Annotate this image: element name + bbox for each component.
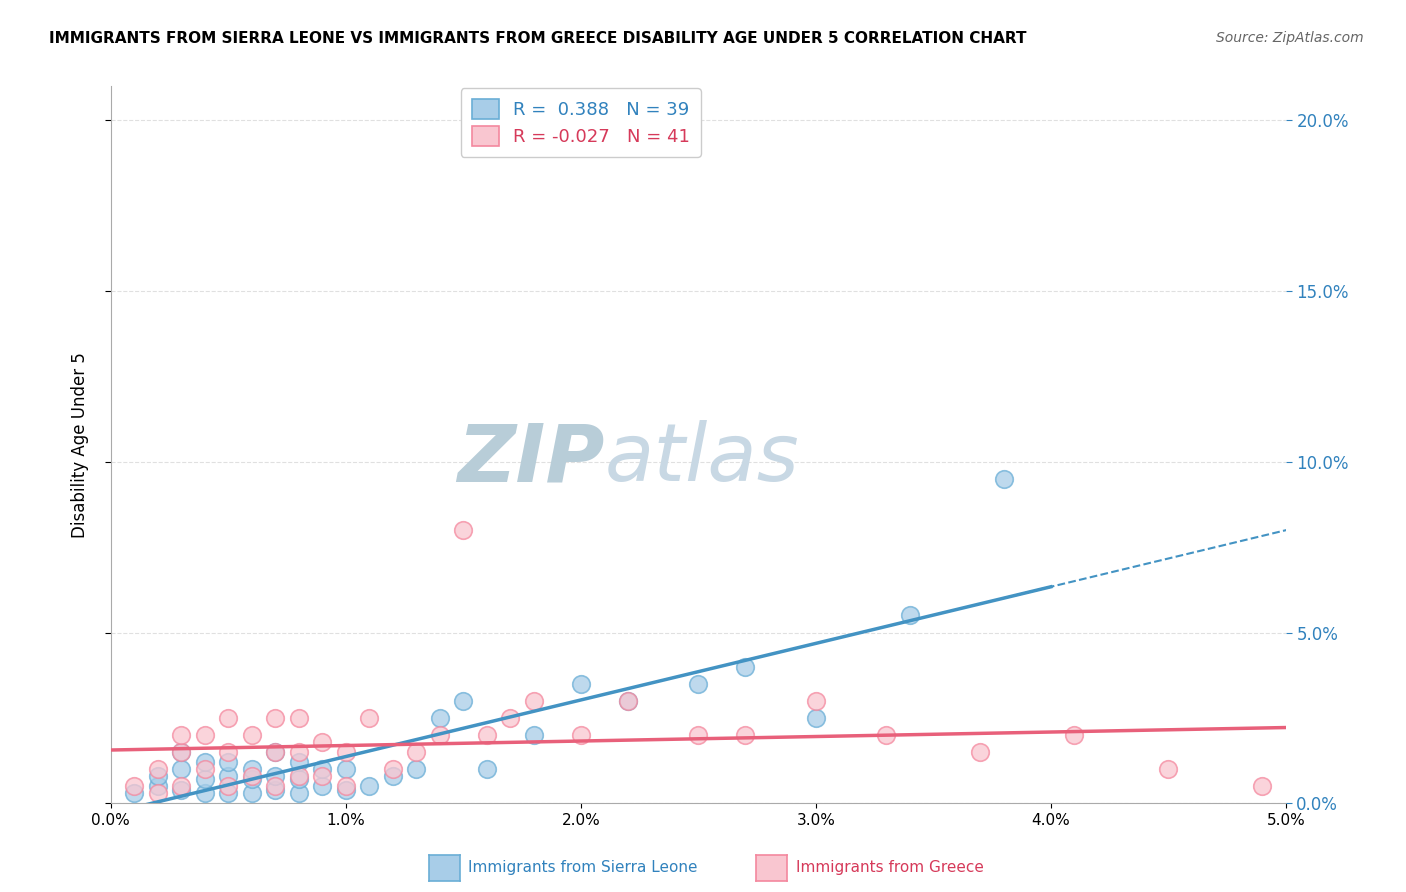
Point: [359, 779, 381, 793]
Point: [569, 728, 592, 742]
Point: [898, 608, 921, 623]
Point: [475, 728, 498, 742]
Point: [217, 756, 239, 770]
Legend: R =  0.388   N = 39, R = -0.027   N = 41: R = 0.388 N = 39, R = -0.027 N = 41: [461, 88, 700, 157]
Point: [170, 728, 193, 742]
Point: [453, 694, 475, 708]
Point: [1063, 728, 1085, 742]
Point: [122, 779, 145, 793]
Point: [264, 782, 287, 797]
Point: [969, 745, 991, 759]
Point: [288, 745, 311, 759]
Point: [335, 782, 357, 797]
Point: [453, 523, 475, 537]
Point: [122, 786, 145, 800]
Point: [1251, 779, 1274, 793]
Point: [146, 769, 169, 783]
Point: [264, 745, 287, 759]
Point: [381, 769, 404, 783]
Point: [875, 728, 897, 742]
Text: Source: ZipAtlas.com: Source: ZipAtlas.com: [1216, 31, 1364, 45]
Point: [194, 762, 217, 776]
Point: [194, 728, 217, 742]
Point: [170, 779, 193, 793]
Point: [264, 745, 287, 759]
Text: Immigrants from Sierra Leone: Immigrants from Sierra Leone: [468, 861, 697, 875]
Point: [240, 772, 263, 787]
Point: [217, 769, 239, 783]
Point: [734, 659, 756, 673]
Point: [240, 728, 263, 742]
Point: [146, 762, 169, 776]
Point: [311, 779, 333, 793]
Point: [264, 779, 287, 793]
Point: [405, 762, 427, 776]
Point: [194, 786, 217, 800]
Text: ZIP: ZIP: [457, 420, 605, 498]
Point: [359, 711, 381, 725]
Point: [240, 786, 263, 800]
Point: [475, 762, 498, 776]
Point: [617, 694, 640, 708]
Point: [146, 779, 169, 793]
Point: [335, 779, 357, 793]
Point: [240, 762, 263, 776]
Point: [311, 769, 333, 783]
Point: [1157, 762, 1180, 776]
Point: [170, 782, 193, 797]
Point: [523, 728, 546, 742]
Point: [217, 786, 239, 800]
Point: [688, 728, 710, 742]
Text: Immigrants from Greece: Immigrants from Greece: [796, 861, 984, 875]
Point: [288, 769, 311, 783]
Point: [288, 786, 311, 800]
Point: [804, 694, 827, 708]
Point: [170, 745, 193, 759]
Point: [429, 711, 451, 725]
Point: [264, 769, 287, 783]
Point: [264, 711, 287, 725]
Point: [405, 745, 427, 759]
Point: [734, 728, 756, 742]
Y-axis label: Disability Age Under 5: Disability Age Under 5: [72, 351, 89, 538]
Text: IMMIGRANTS FROM SIERRA LEONE VS IMMIGRANTS FROM GREECE DISABILITY AGE UNDER 5 CO: IMMIGRANTS FROM SIERRA LEONE VS IMMIGRAN…: [49, 31, 1026, 46]
Point: [194, 772, 217, 787]
Point: [288, 711, 311, 725]
Point: [217, 745, 239, 759]
Point: [217, 711, 239, 725]
Point: [429, 728, 451, 742]
Point: [335, 762, 357, 776]
Point: [688, 677, 710, 691]
Point: [170, 745, 193, 759]
Point: [993, 472, 1015, 486]
Point: [804, 711, 827, 725]
Point: [240, 769, 263, 783]
Point: [569, 677, 592, 691]
Point: [311, 762, 333, 776]
Point: [288, 772, 311, 787]
Text: atlas: atlas: [605, 420, 799, 498]
Point: [217, 779, 239, 793]
Point: [523, 694, 546, 708]
Point: [194, 756, 217, 770]
Point: [288, 756, 311, 770]
Point: [311, 735, 333, 749]
Point: [335, 745, 357, 759]
Point: [170, 762, 193, 776]
Point: [499, 711, 522, 725]
Point: [617, 694, 640, 708]
Point: [381, 762, 404, 776]
Point: [146, 786, 169, 800]
